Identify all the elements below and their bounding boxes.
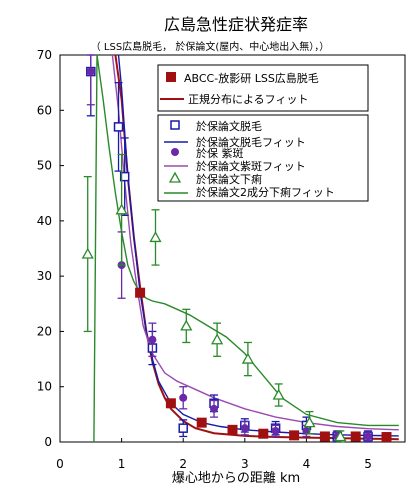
point-lss-hairloss (227, 424, 238, 435)
point-lss-hairloss (319, 431, 330, 442)
point-oho-purpura (210, 404, 219, 413)
point-oho-purpura (302, 426, 311, 435)
point-oho-diarrhea (115, 203, 128, 215)
y-tick-label: 60 (37, 103, 52, 117)
point-lss-hairloss (165, 398, 176, 409)
fit-curve-2 (117, 55, 399, 437)
point-oho-diarrhea (241, 352, 255, 364)
point-oho-hairloss (178, 423, 188, 433)
x-tick-label: 1 (118, 457, 126, 471)
legend-oho-diarrhea-marker (168, 171, 182, 183)
plot-area: 0 10 20 30 40 50 60 70 0 1 2 3 4 5 爆心地からの距離 km (37, 48, 406, 486)
y-tick-label: 70 (37, 48, 52, 62)
point-oho-hairloss (119, 171, 130, 182)
point-oho-diarrhea (272, 388, 285, 400)
point-oho-diarrhea (149, 231, 162, 243)
point-oho-diarrhea (334, 430, 347, 442)
point-lss-hairloss (289, 430, 300, 441)
legend-oho-diarrhea-label: 於保論文下痢 (196, 172, 262, 186)
fit-curve-1 (114, 55, 399, 441)
fit-curve-4 (93, 55, 399, 442)
x-tick-label: 0 (56, 457, 64, 471)
x-tick-label: 5 (364, 457, 372, 471)
point-oho-diarrhea (210, 333, 224, 345)
plot-frame (59, 54, 406, 443)
point-lss-hairloss (196, 417, 207, 428)
y-tick-label: 50 (37, 159, 52, 173)
legend-lss-label: ABCC-放影研 LSS広島脱毛 (184, 71, 319, 85)
legend-top: ABCC-放影研 LSS広島脱毛 正規分布によるフィット (157, 64, 369, 112)
legend-oho-hairloss-marker (170, 120, 180, 130)
chart-subtitle: （ LSS広島脱毛， 於保論文(屋内、中心地出入無），） (91, 40, 330, 53)
chart-title: 広島急性症状発症率 (164, 15, 308, 34)
point-oho-diarrhea (303, 416, 316, 428)
point-oho-purpura (148, 335, 157, 344)
legend-lss-marker (166, 72, 176, 82)
y-tick-label: 40 (37, 214, 52, 228)
point-oho-purpura (271, 426, 280, 435)
legend-bottom-box (157, 114, 369, 202)
point-oho-purpura (86, 67, 95, 76)
x-tick-label: 2 (179, 457, 187, 471)
fit-curve-3 (111, 55, 399, 431)
legend-oho-purpura-label: 於保 紫斑 (196, 146, 244, 160)
legend-oho-hairloss-fit-label: 於保論文脱毛フィット (196, 135, 306, 149)
point-lss-hairloss (350, 431, 361, 442)
point-lss-hairloss (135, 287, 146, 298)
point-oho-purpura (364, 432, 373, 441)
legend-oho-diarrhea-fit-label: 於保論文2成分下痢フィット (196, 185, 335, 199)
point-lss-hairloss (258, 428, 269, 439)
y-tick-label: 0 (44, 435, 52, 449)
legend-normal-fit-label: 正規分布によるフィット (188, 92, 308, 106)
x-tick-label: 4 (303, 457, 311, 471)
legend-bottom: 於保論文脱毛 於保論文脱毛フィット 於保 紫斑 於保論文紫斑フィット 於保論文下… (157, 114, 369, 202)
x-tick-label: 3 (241, 457, 249, 471)
y-tick-label: 20 (37, 324, 52, 338)
legend-top-box (157, 64, 369, 112)
y-tick-label: 10 (37, 380, 52, 394)
legend-oho-purpura-marker (171, 148, 179, 156)
point-oho-purpura (240, 424, 249, 433)
point-lss-hairloss (381, 432, 392, 443)
legend-oho-hairloss-label: 於保論文脱毛 (196, 119, 262, 133)
point-oho-diarrhea (180, 319, 193, 331)
point-oho-purpura (179, 393, 188, 402)
y-tick-label: 30 (37, 269, 52, 283)
legend-oho-purpura-fit-label: 於保論文紫斑フィット (196, 159, 306, 173)
x-axis-label: 爆心地からの距離 km (172, 471, 300, 486)
point-oho-diarrhea (81, 247, 94, 259)
point-oho-hairloss (113, 122, 124, 132)
